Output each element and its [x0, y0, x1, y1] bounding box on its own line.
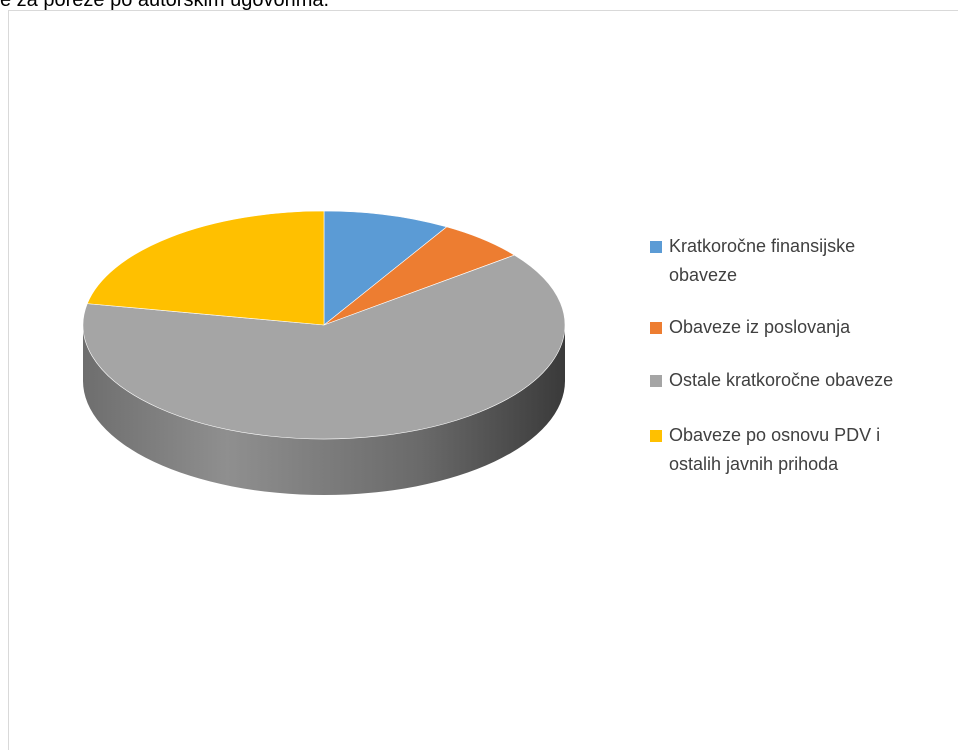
pie-chart — [82, 210, 566, 495]
legend-label: Ostale kratkoročne obaveze — [669, 370, 894, 390]
legend-swatch — [650, 430, 662, 442]
legend-label: Kratkoročne finansijske — [669, 236, 856, 256]
legend-label: Obaveze po osnovu PDV i — [669, 425, 881, 445]
legend-item: Ostale kratkoročne obaveze — [650, 366, 955, 395]
legend-label: Obaveze iz poslovanja — [669, 317, 851, 337]
legend-label: obaveze — [669, 265, 738, 285]
pie-slice-3 — [82, 254, 566, 440]
legend-swatch — [650, 375, 662, 387]
document-text: e za poreze po autorskim ugovorima. — [0, 0, 330, 11]
legend-label: ostalih javnih prihoda — [669, 454, 839, 474]
legend-item: Kratkoročne finansijske obaveze — [650, 232, 955, 290]
pie-slice-1 — [323, 210, 448, 326]
legend-swatch — [650, 241, 662, 253]
pie-side — [83, 325, 565, 495]
legend-swatch — [650, 322, 662, 334]
pie-slice-4 — [86, 210, 325, 326]
legend: Kratkoročne finansijske obaveze Obaveze iz… — [650, 232, 955, 502]
chart-frame — [8, 10, 958, 750]
legend-item: Obaveze po osnovu PDV i ostalih javnih pr… — [650, 421, 955, 479]
legend-item: Obaveze iz poslovanja — [650, 313, 955, 342]
